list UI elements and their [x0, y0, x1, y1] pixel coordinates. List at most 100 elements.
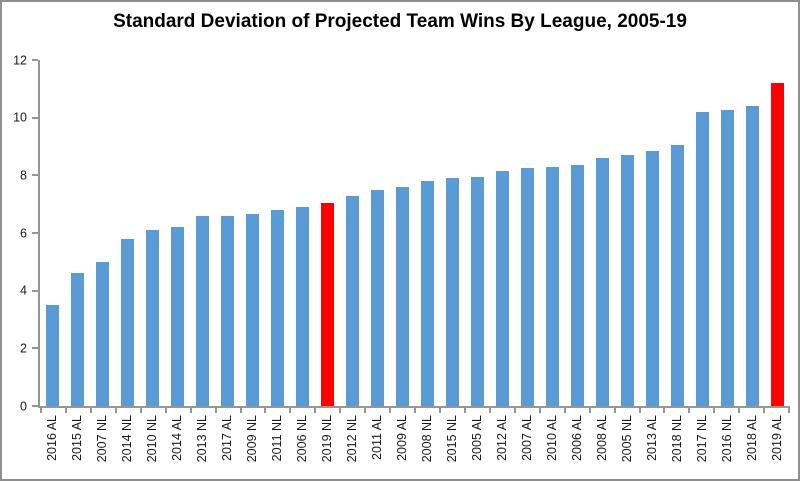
bar-2010-nl	[146, 230, 159, 406]
x-label-slot-2012-nl: 2012 NL	[340, 415, 365, 477]
x-tick-label-2015-al: 2015 AL	[70, 415, 85, 461]
bar-slot-2010-al	[540, 60, 565, 406]
x-tick-mark	[142, 408, 167, 413]
x-label-slot-2017-nl: 2017 NL	[690, 415, 715, 477]
bar-2016-al	[46, 305, 59, 406]
bar-slot-2012-nl	[340, 60, 365, 406]
x-tick-label-2019-al: 2019 AL	[770, 415, 785, 461]
bar-slot-2006-nl	[290, 60, 315, 406]
y-tick-label-4: 4	[20, 283, 27, 298]
x-tick-mark	[715, 408, 741, 413]
bar-2006-al	[571, 165, 584, 406]
x-tick-mark	[665, 408, 691, 413]
bar-slot-2019-nl	[315, 60, 340, 406]
bar-slot-2007-nl	[90, 60, 115, 406]
x-label-slot-2006-nl: 2006 NL	[290, 415, 315, 477]
x-label-slot-2008-nl: 2008 NL	[415, 415, 440, 477]
bar-2018-al	[746, 106, 759, 406]
bar-2009-nl	[246, 214, 259, 406]
x-label-slot-2018-nl: 2018 NL	[665, 415, 690, 477]
y-tick-mark	[32, 174, 38, 177]
x-label-slot-2007-nl: 2007 NL	[90, 415, 115, 477]
y-tick-label-6: 6	[20, 225, 27, 240]
y-tick-label-0: 0	[20, 398, 27, 413]
chart-title: Standard Deviation of Projected Team Win…	[113, 11, 687, 32]
x-tick-mark	[341, 408, 367, 413]
x-tick-label-2007-al: 2007 AL	[520, 415, 535, 461]
bar-2008-al	[596, 158, 609, 406]
x-tick-label-2011-nl: 2011 NL	[270, 415, 285, 462]
x-tick-mark	[366, 408, 392, 413]
x-tick-mark	[67, 408, 92, 413]
x-label-slot-2013-al: 2013 AL	[640, 415, 665, 477]
bar-2005-al	[471, 176, 484, 406]
x-label-slot-2013-nl: 2013 NL	[190, 415, 215, 477]
bar-slot-2007-al	[515, 60, 540, 406]
x-label-slot-2005-al: 2005 AL	[465, 415, 490, 477]
x-tick-mark	[765, 408, 791, 413]
x-label-slot-2010-al: 2010 AL	[540, 415, 565, 477]
x-label-slot-2005-nl: 2005 NL	[615, 415, 640, 477]
x-axis-ticks	[40, 408, 791, 413]
y-tick-mark	[32, 59, 38, 61]
bar-slot-2017-nl	[690, 60, 715, 406]
x-tick-label-2011-al: 2011 AL	[370, 415, 385, 460]
x-label-slot-2009-al: 2009 AL	[390, 415, 415, 477]
x-tick-label-2014-nl: 2014 NL	[120, 415, 135, 463]
x-label-slot-2015-nl: 2015 NL	[440, 415, 465, 477]
x-tick-mark	[167, 408, 192, 413]
bar-slot-2005-nl	[615, 60, 640, 406]
bar-slot-2010-nl	[140, 60, 165, 406]
bar-slot-2008-al	[590, 60, 615, 406]
y-tick-mark	[32, 116, 38, 119]
x-tick-mark	[690, 408, 716, 413]
x-tick-mark	[541, 408, 566, 413]
x-label-slot-2009-nl: 2009 NL	[240, 415, 265, 477]
bar-2019-al	[771, 83, 784, 406]
x-label-slot-2011-al: 2011 AL	[365, 415, 390, 477]
x-label-slot-2019-nl: 2019 NL	[315, 415, 340, 477]
bar-2007-nl	[96, 261, 109, 406]
x-label-slot-2008-al: 2008 AL	[590, 415, 615, 477]
x-tick-mark	[42, 408, 67, 413]
bar-2005-nl	[621, 155, 634, 406]
bar-2019-nl	[321, 202, 334, 406]
x-axis-labels: 2016 AL 2015 AL 2007 NL 2014 NL 2010 NL 2014 …	[40, 415, 790, 477]
bar-2006-nl	[296, 207, 309, 406]
x-tick-label-2013-al: 2013 AL	[645, 415, 660, 461]
y-tick-mark	[32, 347, 38, 350]
bar-2011-al	[371, 189, 384, 406]
x-tick-label-2005-nl: 2005 NL	[620, 415, 635, 463]
x-tick-mark	[616, 408, 641, 413]
x-label-slot-2014-al: 2014 AL	[165, 415, 190, 477]
bar-slot-2005-al	[465, 60, 490, 406]
bar-2010-al	[546, 166, 559, 406]
y-tick-mark	[32, 405, 38, 407]
x-tick-mark	[591, 408, 616, 413]
bar-slot-2008-nl	[415, 60, 440, 406]
x-tick-label-2009-nl: 2009 NL	[245, 415, 260, 463]
bar-2013-nl	[196, 215, 209, 406]
x-tick-label-2018-nl: 2018 NL	[670, 415, 685, 463]
x-tick-label-2016-al: 2016 AL	[45, 415, 60, 461]
x-tick-mark	[491, 408, 516, 413]
x-tick-label-2012-nl: 2012 NL	[345, 415, 360, 463]
bar-2009-al	[396, 186, 409, 406]
x-tick-label-2009-al: 2009 AL	[395, 415, 410, 461]
x-tick-label-2006-al: 2006 AL	[570, 415, 585, 461]
x-label-slot-2017-al: 2017 AL	[215, 415, 240, 477]
bar-2015-nl	[446, 178, 459, 406]
x-tick-label-2008-al: 2008 AL	[595, 415, 610, 461]
x-tick-label-2017-al: 2017 AL	[220, 415, 235, 461]
x-tick-mark	[416, 408, 441, 413]
bar-slot-2014-al	[165, 60, 190, 406]
y-tick-mark	[32, 232, 38, 234]
bar-slot-2013-nl	[190, 60, 215, 406]
bar-slot-2011-nl	[265, 60, 290, 406]
x-tick-label-2010-nl: 2010 NL	[145, 415, 160, 463]
bar-slot-2015-al	[65, 60, 90, 406]
x-tick-mark	[217, 408, 242, 413]
y-tick-label-10: 10	[13, 110, 27, 125]
x-tick-label-2010-al: 2010 AL	[545, 415, 560, 461]
x-tick-label-2008-nl: 2008 NL	[420, 415, 435, 463]
